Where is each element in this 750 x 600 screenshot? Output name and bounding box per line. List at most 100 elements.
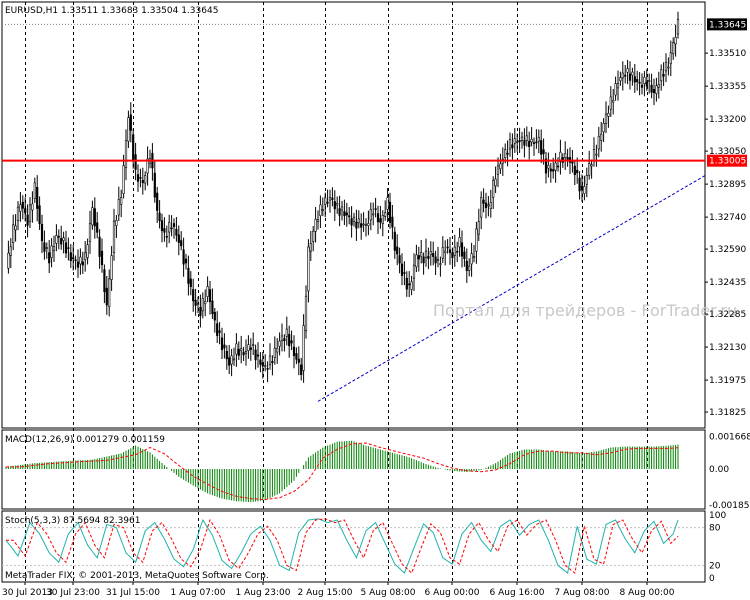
candle-body [597, 136, 600, 150]
candle-body [441, 247, 444, 259]
candle-body [645, 81, 648, 87]
candle-body [544, 158, 548, 174]
candle-body [192, 289, 195, 302]
candle-body [633, 76, 636, 83]
stochastic-main-line [5, 518, 679, 574]
candle-body [69, 252, 72, 262]
candle-body [48, 252, 51, 264]
price-tick-label: 1.31825 [709, 408, 746, 418]
candle-body [115, 219, 118, 226]
candle-body [405, 277, 408, 290]
candle-body [343, 211, 346, 217]
candle-body [132, 134, 135, 161]
candle-body [619, 77, 622, 82]
price-axis: 1.33510 1.33355 1.33200 1.33050 1.32895 1.327… [705, 49, 746, 418]
candle-body [91, 207, 94, 226]
candle-body [422, 256, 425, 264]
candle-body [650, 84, 653, 93]
candle-body [237, 348, 240, 356]
candle-body [278, 340, 281, 347]
candle-body [379, 218, 382, 223]
candle-body [417, 255, 420, 260]
candle-body [357, 218, 360, 224]
candle-body [134, 154, 137, 170]
candle-body [223, 344, 226, 349]
candle-body [271, 360, 274, 364]
candle-body [139, 177, 142, 179]
candle-body [523, 140, 526, 146]
candle-body [100, 250, 104, 266]
candle-body [432, 253, 435, 257]
candle-body [283, 338, 286, 342]
candle-body [592, 149, 596, 161]
candle-body [468, 265, 471, 271]
candle-body [302, 325, 305, 371]
candle-body [482, 199, 485, 204]
candle-body [672, 42, 675, 55]
candle-body [583, 186, 586, 194]
candle-body [144, 175, 147, 184]
candle-body [300, 364, 303, 375]
candle-body [492, 180, 495, 198]
candle-body [316, 219, 320, 222]
candle-body [362, 223, 365, 226]
candle-body [324, 197, 327, 205]
candle-body [628, 73, 632, 81]
candle-body [489, 201, 492, 209]
candle-body [340, 206, 344, 211]
candle-body [336, 203, 339, 206]
last-price-label: 1.33645 [707, 18, 747, 31]
candle-body [463, 251, 466, 259]
candle-body [117, 199, 120, 216]
candle-body [367, 223, 370, 226]
candle-body [201, 298, 204, 312]
candle-body [398, 255, 401, 264]
candle-body [230, 355, 233, 365]
candle-body [93, 208, 96, 227]
candle-body [412, 264, 416, 279]
candle-body [74, 259, 77, 262]
candle-body [506, 152, 509, 155]
candle-body [7, 252, 10, 269]
candle-body [616, 83, 620, 89]
candle-body [96, 222, 99, 233]
candle-body [453, 246, 456, 256]
level-price-label: 1.33005 [707, 154, 747, 167]
candle-body [662, 74, 665, 77]
candle-body [391, 216, 394, 228]
candle-body [609, 96, 612, 110]
candle-body [24, 208, 27, 214]
candle-body [420, 252, 423, 257]
candle-body [496, 165, 500, 175]
candle-body [657, 84, 660, 88]
candle-body [180, 240, 183, 247]
candle-body [652, 89, 656, 94]
candle-body [247, 344, 250, 351]
candle-body [458, 237, 461, 248]
candle-body [84, 252, 87, 261]
candle-body [638, 81, 641, 84]
candle-body [124, 140, 128, 168]
macd-tick-label: -0.001853 [709, 501, 750, 511]
candle-body [528, 140, 531, 147]
candle-body [199, 306, 202, 317]
candle-body [105, 287, 108, 306]
candle-body [590, 164, 593, 167]
candle-body [595, 153, 598, 156]
candle-body [408, 283, 411, 286]
candle-body [213, 311, 216, 321]
candle-body [312, 230, 315, 242]
candle-body [170, 227, 173, 230]
candle-body [624, 74, 627, 77]
candle-body [189, 278, 192, 288]
candle-body [333, 201, 336, 210]
candle-body [664, 62, 668, 72]
candle-body [480, 197, 483, 218]
last-price-value: 1.33645 [709, 20, 746, 30]
candle-body [338, 208, 341, 216]
candle-body [177, 234, 180, 243]
candle-body [319, 204, 322, 217]
candle-body [285, 328, 288, 337]
time-tick-label: 30 Jul 23:00 [46, 588, 100, 598]
candle-body [216, 323, 219, 336]
